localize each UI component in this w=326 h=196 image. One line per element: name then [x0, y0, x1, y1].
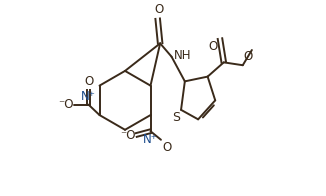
Text: O: O: [244, 50, 253, 63]
Text: O: O: [84, 74, 93, 88]
Text: S: S: [172, 111, 180, 124]
Text: ⁻O: ⁻O: [120, 129, 135, 142]
Text: O: O: [209, 40, 218, 53]
Text: NH: NH: [173, 49, 191, 62]
Text: ⁻O: ⁻O: [58, 98, 73, 111]
Text: N⁺: N⁺: [81, 90, 96, 103]
Text: O: O: [154, 3, 163, 16]
Text: O: O: [162, 141, 171, 154]
Text: N⁺: N⁺: [143, 133, 158, 146]
